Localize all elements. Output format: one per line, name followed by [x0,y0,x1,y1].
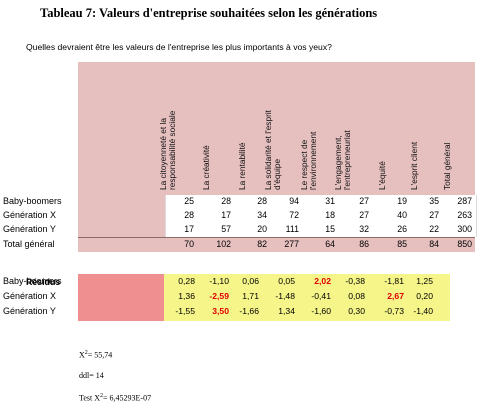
table-cell: 25 [184,196,194,206]
residus-cell: -0,41 [311,291,331,301]
residus-cell: -1,40 [413,306,433,316]
table-cell: 27 [359,196,369,206]
table-cell: 18 [325,210,335,220]
residus-labels-band [78,274,164,321]
residus-cell: 1,25 [416,276,433,286]
table-cell: 32 [359,224,369,234]
residus-cell-significant: 2,02 [314,276,331,286]
table-cell: 72 [289,210,299,220]
table-cell: 35 [429,196,439,206]
counts-table-body [165,195,477,237]
chi2-value: = 55,74 [87,350,113,360]
table-cell: 34 [257,210,267,220]
chi2-sup: 2 [84,350,88,356]
total-cell: 850 [457,239,472,249]
column-header-3: La rentabilité [237,62,257,190]
ddl-stat: ddl= 14 [79,371,104,380]
column-header-5: l'environnement [308,62,328,190]
test-chi2-sup: 2 [100,393,103,399]
table-cell: 263 [457,210,472,220]
table-cell: 17 [221,210,231,220]
column-header-4: d'équipe [272,62,292,190]
table-cell: 27 [359,210,369,220]
table-cell: 57 [221,224,231,234]
total-cell: 102 [216,239,231,249]
residus-cell-significant: 3,50 [212,306,229,316]
row-label: Génération Y [3,224,56,234]
residus-cell: 0,28 [178,276,195,286]
table-cell: 111 [285,224,299,234]
row-label: Génération X [3,210,57,220]
residus-row-label: Baby-boomers [3,276,62,286]
test-chi2-value: = 6,45293E-07 [103,393,152,403]
total-cell: 277 [284,239,299,249]
residus-cell: -1,81 [384,276,404,286]
test-chi2-stat: Test X2= 6,45293E-07 [79,393,151,403]
residus-cell: -0,73 [384,306,404,316]
total-cell: 84 [429,239,439,249]
table-cell: 28 [221,196,231,206]
residus-cell: 0,30 [348,306,365,316]
chi2-label: X [79,350,85,360]
column-header-band [78,62,475,195]
test-chi2-label: Test X [79,393,100,403]
table-cell: 300 [457,224,472,234]
column-header-7: L'équité [377,62,397,190]
residus-row-label: Génération Y [3,306,56,316]
residus-cell: -1,55 [175,306,195,316]
residus-cell: 0,20 [416,291,433,301]
table-cell: 40 [397,210,407,220]
survey-question: Quelles devraient être les valeurs de l'… [26,42,332,52]
total-cell: 64 [325,239,335,249]
residus-cell: -1,60 [311,306,331,316]
total-row-band [78,237,475,252]
residus-cell: 0,06 [242,276,259,286]
chi2-stat: X2= 55,74 [79,350,112,360]
residus-row-label: Génération X [3,291,57,301]
residus-cell: -0,38 [345,276,365,286]
residus-cell-significant: -2,59 [209,291,229,301]
table-cell: 26 [397,224,407,234]
table-cell: 20 [257,224,267,234]
table-cell: 28 [184,210,194,220]
residus-cell: -1,10 [209,276,229,286]
table-cell: 94 [289,196,299,206]
residus-cell-significant: 2,67 [387,291,404,301]
total-cell: 82 [257,239,267,249]
page-title: Tableau 7: Valeurs d'entreprise souhaité… [40,6,378,20]
total-cell: 70 [184,239,194,249]
residus-title: Résidus [26,277,61,287]
column-header-2: La créativité [201,62,221,190]
table-cell: 28 [257,196,267,206]
residus-cell: 0,08 [348,291,365,301]
table-cell: 19 [397,196,407,206]
column-header-8: L'esprit client [409,62,429,190]
column-header-9: Total général [442,62,462,190]
total-cell: 85 [397,239,407,249]
residus-cell: 1,36 [178,291,195,301]
table-cell: 27 [429,210,439,220]
row-label: Baby-boomers [3,196,62,206]
residus-cell: -1,66 [239,306,259,316]
total-label: Total général [3,239,55,249]
residus-values-band [164,274,450,321]
table-cell: 31 [325,196,335,206]
residus-cell: 1,71 [242,291,259,301]
residus-cell: 0,05 [278,276,295,286]
table-cell: 15 [325,224,335,234]
table-cell: 287 [457,196,472,206]
column-header-1: responsabilité sociale [167,62,187,190]
column-header-6: l'entrepreneuriat [342,62,362,190]
residus-cell: 1,34 [278,306,295,316]
residus-cell: -1,48 [275,291,295,301]
total-cell: 86 [359,239,369,249]
table-cell: 17 [184,224,194,234]
table-cell: 22 [429,224,439,234]
